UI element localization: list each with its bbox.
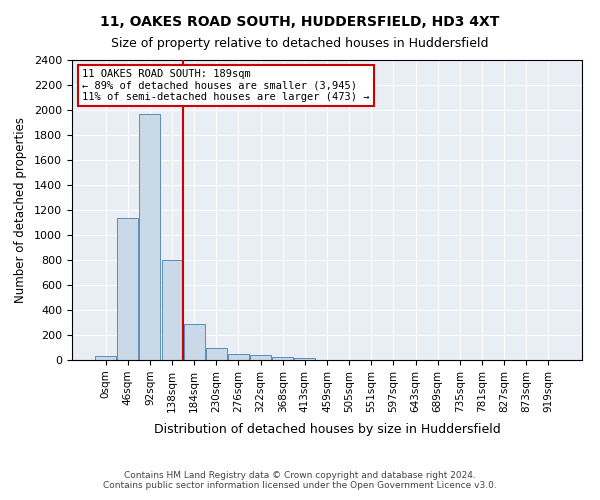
Bar	[250, 355, 271, 360]
Bar	[295, 358, 316, 360]
Text: Size of property relative to detached houses in Huddersfield: Size of property relative to detached ho…	[111, 38, 489, 51]
Text: Contains HM Land Registry data © Crown copyright and database right 2024.
Contai: Contains HM Land Registry data © Crown c…	[103, 470, 497, 490]
Bar	[161, 260, 182, 360]
Bar	[184, 324, 205, 360]
Bar	[139, 114, 160, 360]
Bar	[272, 357, 293, 360]
X-axis label: Distribution of detached houses by size in Huddersfield: Distribution of detached houses by size …	[154, 423, 500, 436]
Text: 11, OAKES ROAD SOUTH, HUDDERSFIELD, HD3 4XT: 11, OAKES ROAD SOUTH, HUDDERSFIELD, HD3 …	[100, 15, 500, 29]
Bar	[206, 348, 227, 360]
Bar	[95, 356, 116, 360]
Bar	[118, 218, 139, 360]
Text: 11 OAKES ROAD SOUTH: 189sqm
← 89% of detached houses are smaller (3,945)
11% of : 11 OAKES ROAD SOUTH: 189sqm ← 89% of det…	[82, 69, 370, 102]
Y-axis label: Number of detached properties: Number of detached properties	[14, 117, 27, 303]
Bar	[228, 354, 249, 360]
